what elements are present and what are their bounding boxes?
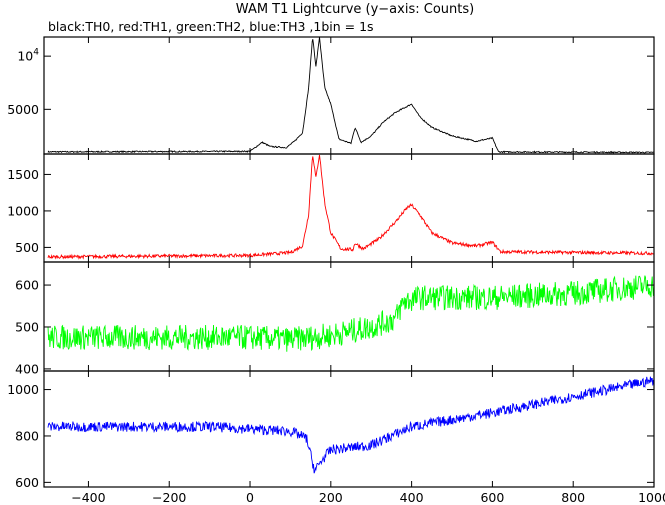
y-tick-label: 5000 [7,102,39,117]
x-tick-label: 0 [246,490,254,505]
y-tick-label: 400 [15,361,39,376]
chart-title: WAM T1 Lightcurve (y−axis: Counts) [236,2,474,17]
panel-frame [43,153,655,263]
y-tick-label: 800 [15,428,39,443]
panel-th0: 5000 104 [7,36,655,155]
y-tick-label: 600 [15,475,39,490]
x-tick-label: 400 [400,490,424,505]
y-tick-label: 1000 [7,203,39,218]
y-tick-label: 500 [15,240,39,255]
x-tick-label: −400 [71,490,105,505]
panel-th3: 600 800 1000 [7,370,655,490]
panel-th1: 500 1000 1500 [7,153,655,263]
y-tick-label: 1000 [7,382,39,397]
y-tick-label: 104 [17,48,39,64]
chart-subtitle: black:TH0, red:TH1, green:TH2, blue:TH3 … [48,19,374,34]
panel-frame [43,36,655,155]
x-tick-label: 800 [561,490,585,505]
y-tick-label: 500 [15,319,39,334]
series-line-th1 [47,154,655,260]
x-tick-label: 200 [319,490,343,505]
series-line-th3 [47,376,655,474]
x-tick-label: 1000 [638,490,665,505]
panels-group: 5000 104 500 1000 1500 400 500 600 600 800 1000 [7,36,655,490]
panel-frame [43,261,655,372]
x-tick-label: 600 [480,490,504,505]
x-tick-label: −200 [152,490,186,505]
panel-frame [43,370,655,488]
panel-th2: 400 500 600 [15,261,655,376]
y-tick-label: 1500 [7,167,39,182]
series-line-th2 [47,275,655,352]
y-tick-label: 600 [15,278,39,293]
series-line-th0 [47,37,655,154]
x-axis: −400 −200 0 200 400 600 800 1000 [71,490,665,505]
